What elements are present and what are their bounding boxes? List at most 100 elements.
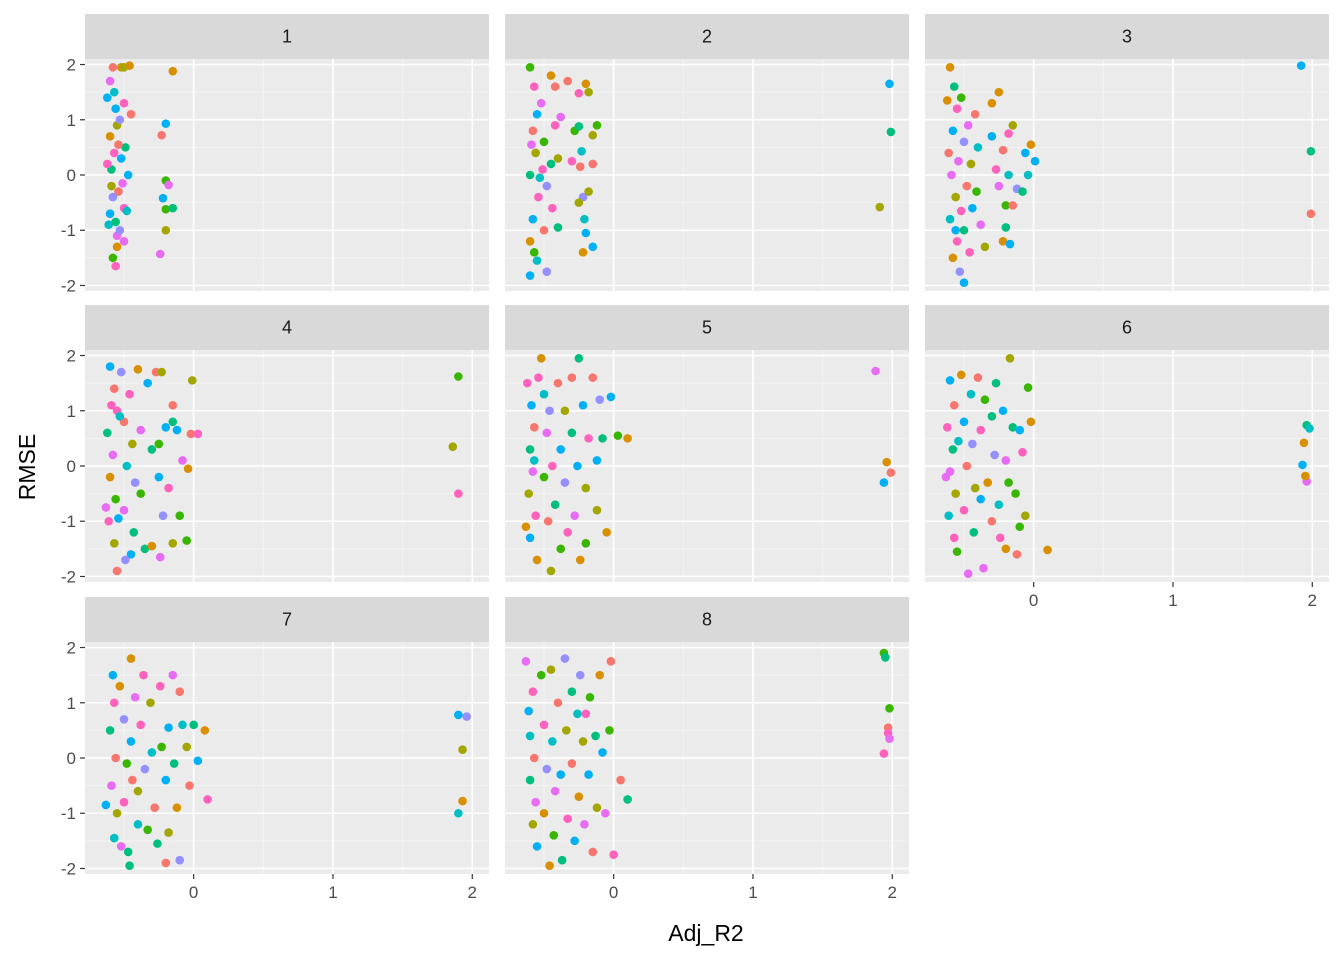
data-point [525, 731, 535, 741]
data-point [105, 209, 115, 218]
data-point [531, 148, 540, 158]
data-point [588, 130, 598, 140]
data-point [527, 400, 536, 410]
data-point [885, 703, 894, 713]
facet-strip-label: 3 [1122, 27, 1132, 47]
data-point [567, 759, 577, 768]
data-point [598, 434, 607, 443]
data-point [116, 842, 126, 851]
x-tick-label: 0 [1029, 591, 1038, 610]
data-point [987, 132, 997, 141]
data-point [532, 109, 542, 119]
data-point [983, 478, 992, 487]
data-point [556, 544, 566, 554]
data-point [575, 555, 585, 565]
data-point [623, 795, 632, 804]
data-point [539, 225, 549, 235]
data-point [153, 839, 162, 848]
data-point [970, 109, 980, 119]
data-point [119, 715, 129, 724]
data-point [531, 797, 540, 807]
data-point [111, 753, 120, 763]
data-point [168, 203, 178, 213]
data-point [998, 145, 1008, 155]
data-point [168, 400, 178, 410]
data-point [560, 406, 570, 416]
data-point [522, 378, 532, 388]
data-point [164, 828, 173, 837]
data-point [121, 143, 130, 152]
data-point [1030, 156, 1040, 166]
data-point [1021, 148, 1030, 158]
data-point [158, 511, 168, 521]
data-point [581, 709, 591, 719]
data-point [104, 516, 113, 526]
data-point [529, 753, 539, 763]
data-point [178, 456, 187, 465]
y-tick-label: 2 [67, 347, 76, 366]
data-point [550, 500, 560, 509]
data-point [102, 93, 112, 102]
data-point [123, 170, 133, 180]
data-point [108, 450, 118, 460]
data-point [1306, 209, 1316, 218]
data-point [105, 472, 115, 482]
data-point [580, 819, 589, 829]
data-point [606, 657, 616, 666]
data-point [114, 514, 123, 523]
data-point [948, 126, 958, 136]
data-point [112, 242, 122, 252]
data-point [123, 847, 133, 857]
data-point [885, 734, 894, 743]
data-point [178, 720, 187, 730]
x-tick-label: 1 [328, 883, 337, 902]
data-point [959, 278, 969, 288]
data-point [881, 653, 890, 662]
data-point [539, 389, 549, 399]
x-tick-label: 0 [189, 883, 198, 902]
data-point [545, 406, 554, 416]
data-point [116, 367, 126, 377]
data-point [183, 464, 193, 474]
data-point [1004, 478, 1013, 487]
data-point [155, 249, 165, 259]
data-point [543, 516, 553, 526]
data-point [567, 687, 577, 697]
data-point [952, 104, 962, 114]
data-point [553, 154, 563, 163]
data-point [575, 670, 585, 680]
data-point [528, 687, 538, 697]
x-tick-label: 2 [888, 883, 897, 902]
data-point [157, 130, 166, 140]
data-point [105, 362, 115, 371]
data-point [550, 786, 560, 796]
data-point [116, 154, 126, 163]
data-point [1296, 61, 1306, 70]
data-point [578, 400, 588, 410]
data-point [164, 723, 173, 732]
data-point [965, 248, 974, 257]
data-point [454, 710, 463, 720]
data-point [122, 461, 132, 471]
data-point [949, 533, 959, 543]
data-point [588, 847, 598, 857]
data-point [581, 539, 591, 548]
data-point [529, 82, 539, 91]
data-point [102, 428, 112, 438]
data-point [542, 428, 552, 438]
data-point [101, 800, 111, 810]
data-point [158, 193, 168, 203]
data-point [161, 204, 171, 214]
data-point [1301, 471, 1310, 481]
data-point [1015, 522, 1025, 532]
data-point [528, 819, 538, 829]
data-point [104, 220, 113, 230]
data-point [567, 373, 577, 382]
data-point [133, 819, 143, 829]
data-point [944, 511, 953, 521]
y-tick-label: 2 [67, 639, 76, 658]
data-point [584, 187, 593, 196]
data-point [1026, 417, 1036, 427]
data-point [175, 687, 185, 697]
